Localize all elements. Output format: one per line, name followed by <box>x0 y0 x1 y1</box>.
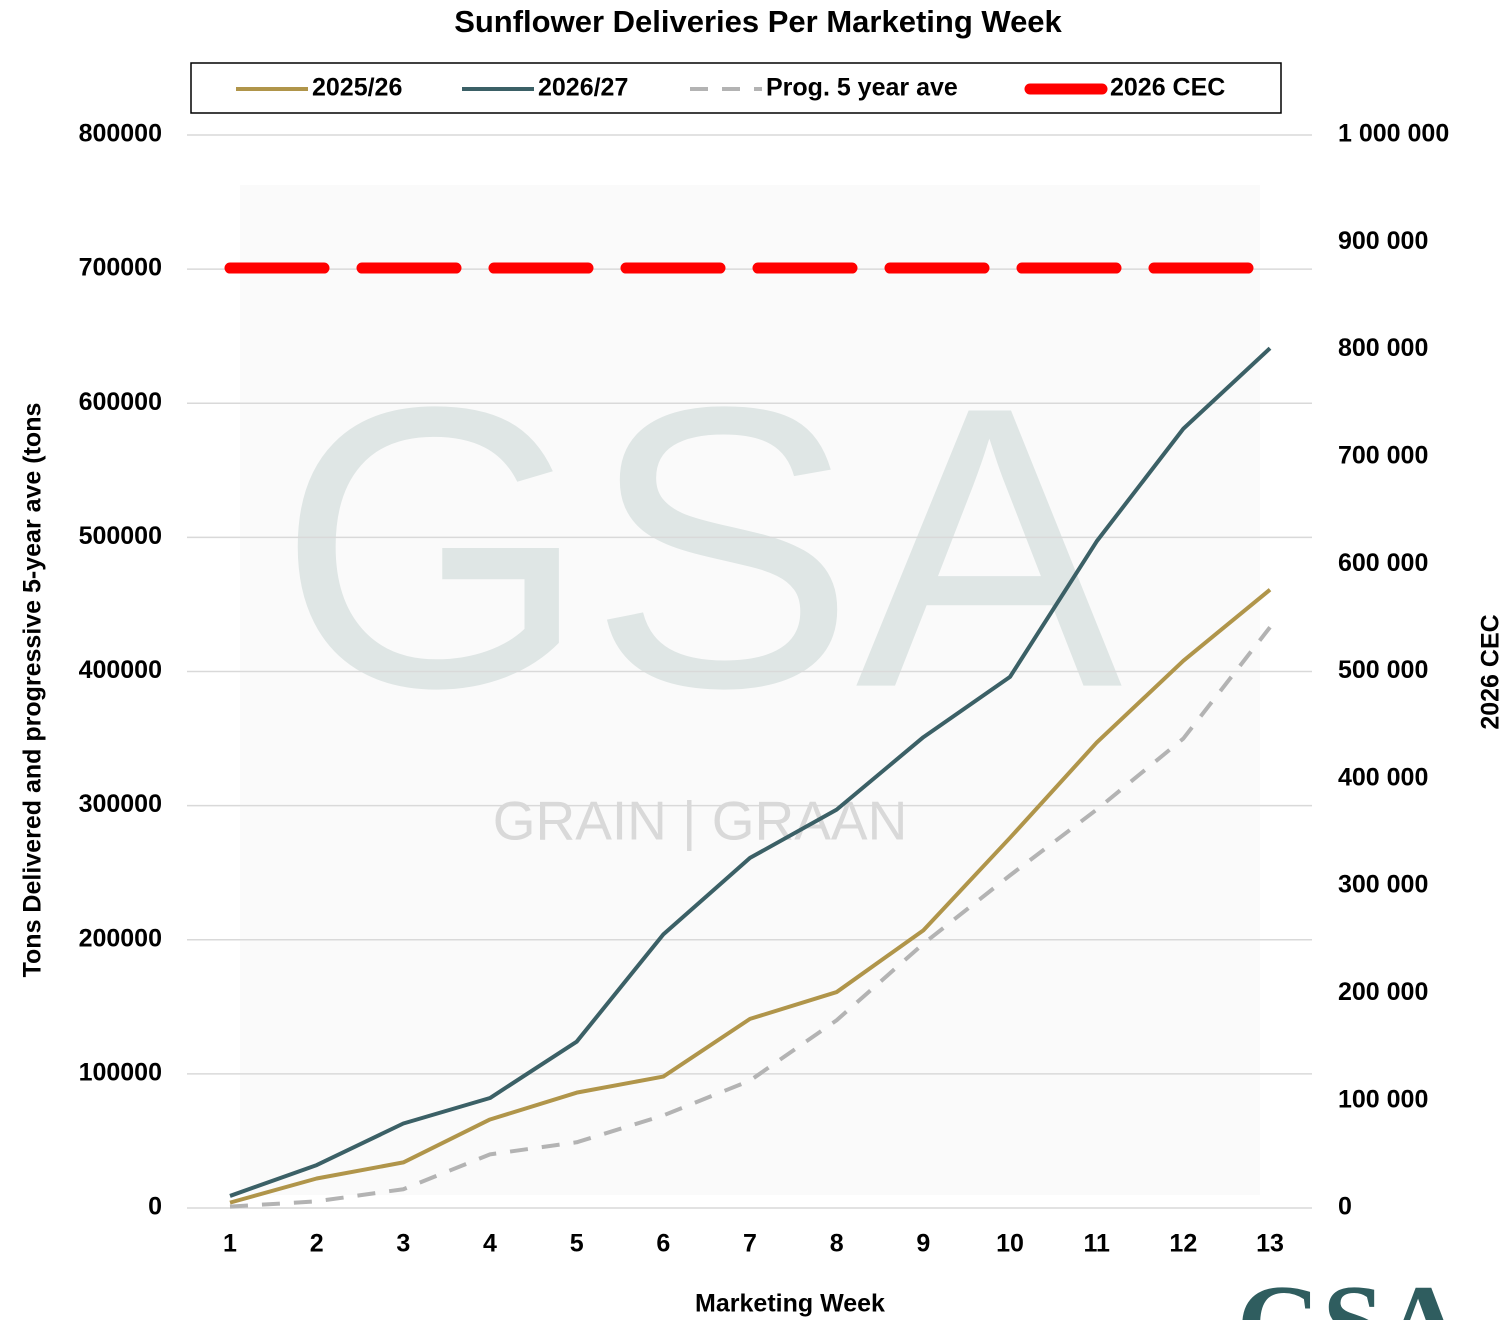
y-tick-label: 100000 <box>79 1058 162 1086</box>
watermark-sub: GRAIN | GRAAN <box>493 790 908 852</box>
x-tick-label: 12 <box>1169 1230 1197 1258</box>
legend-label: 2026/27 <box>538 74 628 102</box>
y2-tick-label: 0 <box>1338 1193 1352 1221</box>
y2-tick-label: 900 000 <box>1338 227 1428 255</box>
x-tick-label: 9 <box>916 1230 930 1258</box>
legend-label: 2026 CEC <box>1110 74 1225 102</box>
x-tick-label: 6 <box>656 1230 670 1258</box>
line-series <box>229 626 1272 1209</box>
legend-label: 2025/26 <box>312 74 402 102</box>
y-tick-label: 800000 <box>79 120 162 148</box>
legend-label: Prog. 5 year ave <box>766 74 958 102</box>
x-tick-label: 10 <box>996 1230 1024 1258</box>
line-series <box>229 346 1272 1198</box>
y2-tick-label: 800 000 <box>1338 334 1428 362</box>
y2-axis-label: 2026 CEC <box>1477 614 1505 729</box>
y-tick-label: 600000 <box>79 388 162 416</box>
y2-tick-label: 700 000 <box>1338 442 1428 470</box>
y-tick-label: 500000 <box>79 522 162 550</box>
y-axis-label: Tons Delivered and progressive 5-year av… <box>19 403 47 978</box>
x-axis-label: Marketing Week <box>695 1290 885 1318</box>
y2-tick-label: 500 000 <box>1338 656 1428 684</box>
watermark-bg <box>240 185 1260 1195</box>
x-tick-label: 5 <box>570 1230 584 1258</box>
y2-tick-label: 200 000 <box>1338 978 1428 1006</box>
x-tick-label: 13 <box>1256 1230 1284 1258</box>
y2-tick-label: 300 000 <box>1338 871 1428 899</box>
x-tick-label: 8 <box>830 1230 844 1258</box>
x-tick-label: 3 <box>396 1230 410 1258</box>
logo: GSA <box>1237 1262 1463 1320</box>
line-series <box>229 588 1272 1205</box>
y2-tick-label: 400 000 <box>1338 763 1428 791</box>
y-tick-label: 300000 <box>79 790 162 818</box>
y-tick-label: 0 <box>148 1193 162 1221</box>
x-tick-label: 4 <box>483 1230 497 1258</box>
y-tick-label: 200000 <box>79 924 162 952</box>
chart-title: Sunflower Deliveries Per Marketing Week <box>454 4 1062 39</box>
y2-tick-label: 600 000 <box>1338 549 1428 577</box>
y-tick-label: 700000 <box>79 254 162 282</box>
x-tick-label: 7 <box>743 1230 757 1258</box>
x-tick-label: 11 <box>1083 1230 1110 1258</box>
y-tick-label: 400000 <box>79 656 162 684</box>
x-tick-label: 1 <box>223 1230 237 1258</box>
y2-tick-label: 100 000 <box>1338 1085 1428 1113</box>
watermark: GSA <box>278 324 1125 771</box>
y2-tick-label: 1 000 000 <box>1338 120 1449 148</box>
x-tick-label: 2 <box>310 1230 324 1258</box>
